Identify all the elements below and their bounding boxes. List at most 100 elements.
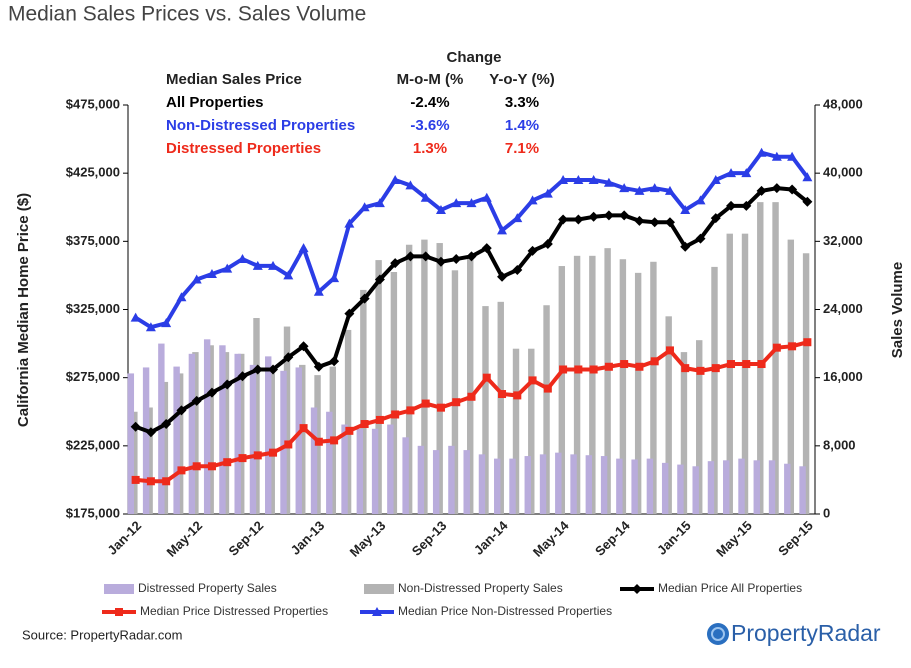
logo-globe [707,623,729,645]
line-marker [498,390,507,399]
line-marker [390,174,401,184]
bar [371,428,379,514]
x-tick-label: May-13 [347,518,389,560]
source: Source: PropertyRadar.com [22,627,182,642]
bar [512,348,520,514]
bar [646,458,654,514]
line-marker [145,322,156,332]
line-marker [588,211,599,222]
line-marker [420,251,431,262]
line-marker [344,308,355,319]
bar [738,458,745,514]
line-marker [620,360,629,369]
line-marker [206,269,217,279]
line-marker [664,217,675,228]
line-marker [680,241,691,252]
line-marker [481,192,492,202]
table-cell: Non-Distressed Properties [166,117,355,134]
y-tick-label: $275,000 [66,369,120,384]
line-marker [466,198,477,208]
bar [726,233,733,514]
line-marker [145,427,156,438]
line-marker [359,293,370,304]
logo: PropertyRadar [731,620,881,646]
line-marker [558,174,569,184]
line-marker [238,454,247,463]
line-marker [696,366,705,375]
x-tick-label: Jan-12 [104,518,144,558]
line-marker [420,192,431,202]
line-marker [803,338,812,347]
line-marker [802,172,813,182]
line-marker [603,210,614,221]
x-tick-label: Jan-14 [471,517,511,557]
line-marker [314,437,323,446]
line-marker [207,462,216,471]
bar [677,464,684,514]
bar [711,266,718,514]
line-marker [771,151,782,161]
line-marker [711,364,720,373]
line-marker [710,213,721,224]
bar [161,381,169,514]
bar [604,248,611,514]
line-marker [252,260,263,270]
line-marker [757,360,766,369]
line-marker [664,185,675,195]
bar [616,458,623,514]
line-marker [573,214,584,225]
bar [497,301,504,514]
bar [131,411,138,514]
y-axis-label: California Median Home Price ($) [15,193,32,427]
line-marker [497,271,508,282]
y2-tick-label: 8,000 [823,437,856,452]
bar [692,466,699,514]
bar [222,352,230,514]
bar [619,259,627,514]
line-marker [269,448,278,457]
bar [696,340,703,514]
line-marker [589,365,598,374]
logo-globe-ring [711,627,725,641]
bar [356,428,364,514]
line-marker [574,365,583,374]
line-marker [603,177,614,187]
table-cell: 7.1% [505,140,539,157]
line-marker [512,264,523,275]
line-marker [451,198,462,208]
bar [494,458,501,514]
line-marker [252,364,263,375]
line-marker [176,292,187,302]
line-marker [787,151,798,161]
line-marker [298,341,309,352]
table-cell: -3.6% [410,117,449,134]
line-marker [435,204,446,214]
line-marker [130,312,141,322]
bar [768,460,776,514]
line-marker [634,215,645,226]
chart-title: Median Sales Prices vs. Sales Volume [8,3,366,26]
line-marker [131,475,140,484]
line-marker [177,466,186,475]
x-tick-label: Jan-13 [288,518,328,558]
y-tick-label: $175,000 [66,505,120,520]
line-marker [588,174,599,184]
line-marker [359,202,370,212]
line-marker [237,254,248,264]
line-marker [146,477,155,486]
line-marker [223,458,232,467]
line-marker [405,180,416,190]
line-marker [787,184,798,195]
line-marker [680,204,691,214]
bar [802,253,810,514]
line-marker [161,318,172,328]
line-marker [283,352,294,363]
bar [570,454,577,514]
line-marker [788,342,797,351]
bar [631,459,638,514]
bar [375,260,382,514]
bar [448,445,455,514]
line-marker [741,200,752,211]
line-marker [681,364,690,373]
